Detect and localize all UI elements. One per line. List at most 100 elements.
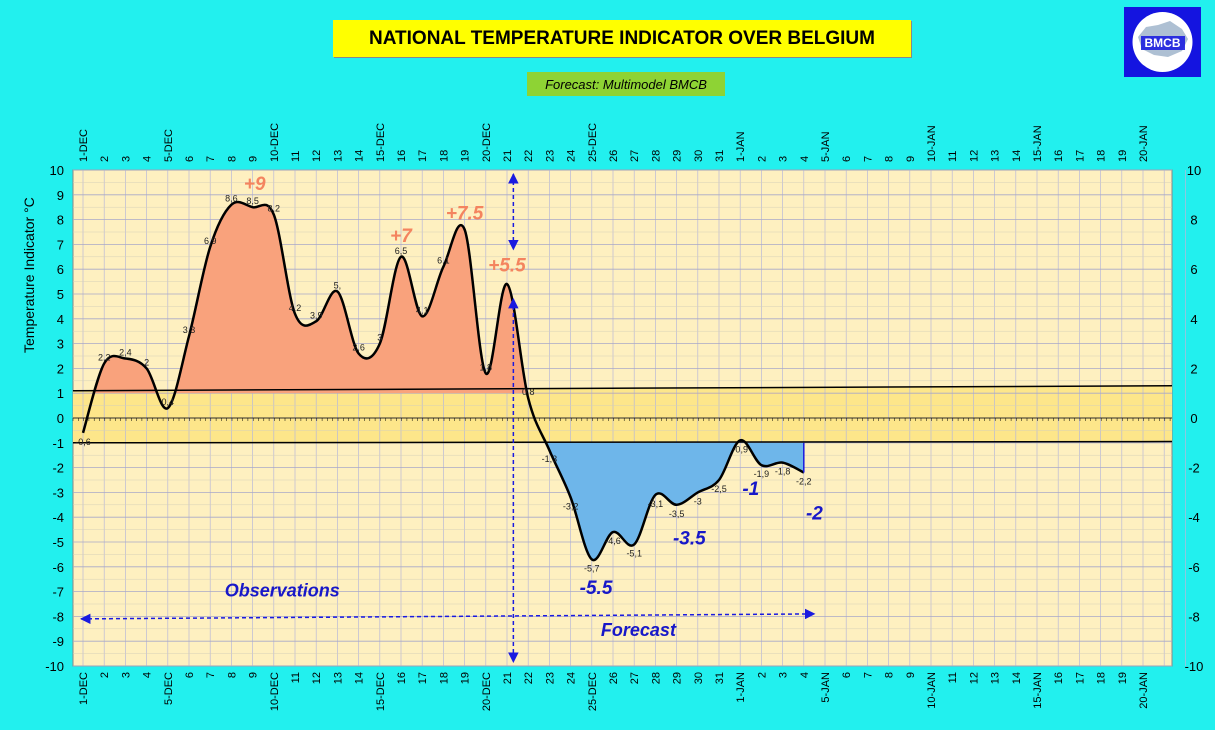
annotation-label: +7 <box>390 226 413 247</box>
x-tick-label-top: 11 <box>947 151 959 162</box>
y-tick-label: -9 <box>52 634 64 649</box>
annotation-label: Forecast <box>601 620 677 640</box>
data-label: 3 <box>377 333 382 343</box>
y-tick-label: 2 <box>57 361 64 376</box>
x-tick-label-top: 24 <box>566 150 578 162</box>
x-tick-label-top: 13 <box>332 150 344 162</box>
x-tick-label-top: 8 <box>226 156 238 162</box>
annotation-label: -1 <box>742 479 759 500</box>
data-label: -3 <box>694 496 702 506</box>
x-tick-label-bottom: 28 <box>650 672 662 684</box>
y-tick-label: 7 <box>57 237 64 252</box>
x-tick-label-bottom: 4 <box>142 672 154 678</box>
bmcb-logo: BMCB <box>1124 7 1201 77</box>
x-tick-label-bottom: 27 <box>629 672 641 684</box>
x-tick-label-top: 27 <box>629 150 641 162</box>
x-tick-label-bottom: 19 <box>1117 672 1129 684</box>
y-tick-label: 5 <box>57 287 64 302</box>
y-tick-label: 9 <box>57 188 64 203</box>
data-label: 5, <box>334 281 342 291</box>
y-tick-label: 8 <box>57 213 64 228</box>
data-label: -3,1 <box>648 499 664 509</box>
x-tick-label-bottom: 12 <box>968 672 980 684</box>
annotation-label: +7.5 <box>446 204 484 225</box>
page-title: NATIONAL TEMPERATURE INDICATOR OVER BELG… <box>333 20 911 57</box>
x-tick-label-top: 9 <box>248 156 260 162</box>
x-tick-label-top: 8 <box>884 156 896 162</box>
x-tick-label-bottom: 14 <box>1011 672 1023 684</box>
y2-tick-label: -6 <box>1188 560 1200 575</box>
x-tick-label-top: 30 <box>693 150 705 162</box>
y2-tick-label: 8 <box>1190 213 1197 228</box>
x-tick-label-bottom: 13 <box>332 672 344 684</box>
x-tick-label-bottom: 16 <box>1053 672 1065 684</box>
y2-tick-label: -2 <box>1188 461 1200 476</box>
x-tick-label-top: 17 <box>1074 150 1086 162</box>
y2-tick-label: 4 <box>1190 312 1197 327</box>
x-tick-label-top: 10-DEC <box>269 123 281 162</box>
x-tick-label-top: 25-DEC <box>587 123 599 162</box>
x-tick-label-top: 21 <box>502 150 514 162</box>
data-label: -3,2 <box>563 501 579 511</box>
x-tick-label-bottom: 24 <box>566 672 578 684</box>
x-tick-label-top: 3 <box>120 156 132 162</box>
x-tick-label-bottom: 8 <box>884 672 896 678</box>
data-label: -1,8 <box>775 467 791 477</box>
x-tick-label-bottom: 7 <box>205 672 217 678</box>
x-tick-label-top: 12 <box>311 150 323 162</box>
x-tick-label-bottom: 15-JAN <box>1032 672 1044 709</box>
data-label: 6,5 <box>395 246 408 256</box>
x-tick-label-bottom: 2 <box>756 672 768 678</box>
x-tick-label-bottom: 1-DEC <box>78 672 90 705</box>
x-tick-label-top: 19 <box>1117 150 1129 162</box>
x-tick-label-bottom: 7 <box>862 672 874 678</box>
logo-graphic: BMCB <box>1132 12 1193 72</box>
x-tick-label-top: 4 <box>142 156 154 162</box>
x-tick-label-bottom: 30 <box>693 672 705 684</box>
y-tick-label: -6 <box>52 560 64 575</box>
y-tick-label: 0 <box>57 411 64 426</box>
x-tick-label-bottom: 6 <box>184 672 196 678</box>
x-tick-label-bottom: 18 <box>438 672 450 684</box>
cold-anomaly-area <box>83 442 804 560</box>
upper-normal-line <box>72 385 1173 392</box>
data-label: 8,5 <box>246 196 259 206</box>
x-tick-label-top: 10-JAN <box>926 125 938 162</box>
x-tick-label-bottom: 11 <box>947 672 959 683</box>
data-label: -1,9 <box>754 469 770 479</box>
y2-tick-label: 0 <box>1190 411 1197 426</box>
x-tick-label-bottom: 13 <box>990 672 1002 684</box>
annotation-label: -2 <box>806 504 823 525</box>
x-tick-label-top: 5-DEC <box>163 129 175 162</box>
x-tick-label-bottom: 26 <box>608 672 620 684</box>
data-label: -5,7 <box>584 563 600 573</box>
x-tick-label-bottom: 8 <box>226 672 238 678</box>
y2-tick-label: 2 <box>1190 361 1197 376</box>
x-tick-label-top: 7 <box>205 156 217 162</box>
x-tick-label-top: 14 <box>354 150 366 162</box>
y-tick-label: -7 <box>52 585 64 600</box>
x-tick-label-top: 15-JAN <box>1032 125 1044 162</box>
data-label: 0,4 <box>162 397 175 407</box>
x-tick-label-bottom: 14 <box>354 672 366 684</box>
y-tick-label: -4 <box>52 510 64 525</box>
x-tick-label-top: 11 <box>290 151 302 162</box>
x-tick-label-bottom: 18 <box>1096 672 1108 684</box>
lower-normal-line <box>72 440 1173 444</box>
data-label: 3,3 <box>183 325 196 335</box>
x-tick-label-top: 2 <box>756 156 768 162</box>
y-tick-label: -10 <box>45 659 64 674</box>
x-tick-label-bottom: 4 <box>799 672 811 678</box>
data-label: -4,6 <box>605 536 621 546</box>
x-tick-label-bottom: 5-DEC <box>163 672 175 705</box>
x-tick-label-bottom: 5-JAN <box>820 672 832 703</box>
x-tick-label-top: 16 <box>1053 150 1065 162</box>
x-tick-label-top: 17 <box>417 150 429 162</box>
x-tick-label-top: 3 <box>778 156 790 162</box>
x-tick-label-bottom: 6 <box>841 672 853 678</box>
data-label: 8,6 <box>225 194 238 204</box>
data-label: -3,5 <box>669 509 685 519</box>
x-tick-label-top: 26 <box>608 150 620 162</box>
data-label: -5,1 <box>626 548 642 558</box>
x-tick-label-bottom: 17 <box>1074 672 1086 684</box>
